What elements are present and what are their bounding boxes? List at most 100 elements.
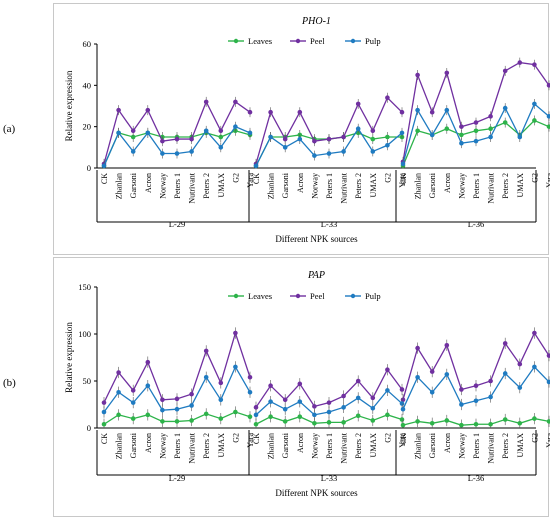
chart2-y-axis-label: Relative expression (64, 322, 74, 393)
chart1-data-point (254, 164, 259, 169)
chart1-data-point (385, 135, 390, 140)
chart1-data-point (268, 110, 273, 115)
chart2-data-point (268, 414, 273, 419)
chart2-data-point (474, 398, 479, 403)
chart2-x-tick-label: UMAX (369, 433, 378, 458)
chart2-legend-marker (351, 294, 355, 298)
chart1-x-tick-label: Garsoni (281, 172, 290, 198)
chart2-x-tick-label: Nutrivant (487, 432, 496, 463)
chart2-data-point (248, 414, 253, 419)
chart2-data-point (400, 417, 405, 422)
chart2-y-tick-label: 150 (78, 282, 91, 292)
chart1-x-tick-label: Acron (144, 173, 153, 193)
chart1-data-point (298, 110, 303, 115)
chart1-data-point (371, 129, 376, 134)
chart2-data-point (503, 371, 508, 376)
chart1-data-point (503, 69, 508, 74)
chart2-data-point (532, 416, 537, 421)
chart2-data-point (102, 422, 107, 427)
chart2-data-point (518, 362, 523, 367)
chart1-data-point (248, 131, 253, 136)
chart2-x-axis-label: Different NPK sources (275, 488, 358, 498)
chart1-data-point (146, 131, 151, 136)
chart1-data-point (283, 137, 288, 142)
chart1-data-point (445, 108, 450, 113)
chart1-data-point (415, 73, 420, 78)
chart1-legend-label: Leaves (248, 36, 272, 46)
chart1-data-point (459, 133, 464, 138)
chart1-x-tick-label: Peters 1 (325, 173, 334, 199)
chart2-data-point (327, 420, 332, 425)
chart1-data-point (204, 129, 209, 134)
chart1-x-tick-label: Peters 1 (472, 173, 481, 199)
chart1-x-tick-label: Garsoni (129, 172, 138, 198)
chart1-data-point (532, 62, 537, 67)
chart2-data-point (415, 346, 420, 351)
chart2-data-point (116, 370, 121, 375)
chart1-x-tick-label: Nutrivant (188, 172, 197, 203)
chart2-data-point (189, 392, 194, 397)
chart2-data-point (146, 360, 151, 365)
chart1-x-tick-label: CK (100, 173, 109, 184)
chart2-data-point (233, 331, 238, 336)
chart2-data-point (430, 421, 435, 426)
chart1-x-tick-label: Norway (457, 173, 466, 199)
chart2-data-point (474, 422, 479, 427)
chart2-title: PAP (307, 270, 325, 281)
chart2-x-tick-label: Norway (310, 433, 319, 459)
chart2-data-point (445, 343, 450, 348)
chart2-data-point (518, 385, 523, 390)
chart1-data-point (131, 129, 136, 134)
chart2-data-point (400, 387, 405, 392)
chart2-legend-marker (296, 294, 300, 298)
chart1-data-point (131, 149, 136, 154)
chart2-x-tick-label: Peters 2 (501, 433, 510, 459)
chart2-data-point (430, 369, 435, 374)
chart2-x-tick-label: Zhanlan (115, 433, 124, 459)
chart1-x-tick-label: Nutrivant (340, 172, 349, 203)
chart1-data-point (488, 114, 493, 119)
chart1-data-point (459, 141, 464, 146)
chart1-data-point (445, 71, 450, 76)
chart2-x-tick-label: Acron (296, 433, 305, 453)
chart1-data-point (401, 162, 406, 167)
chart2-data-point (102, 410, 107, 415)
chart2-data-point (401, 407, 406, 412)
chart1-data-point (341, 149, 346, 154)
chart2-data-point (298, 414, 303, 419)
chart1-x-axis-label: Different NPK sources (275, 234, 358, 244)
chart1-data-point (474, 120, 479, 125)
chart2-data-point (131, 388, 136, 393)
chart1-data-point (219, 145, 224, 150)
chart1-data-point (503, 106, 508, 111)
chart2-data-point (459, 387, 464, 392)
chart1-data-point (356, 102, 361, 107)
chart2-data-point (204, 412, 209, 417)
chart1-data-point (532, 102, 537, 107)
chart1-x-tick-label: G2 (383, 173, 392, 183)
chart2-x-tick-label: Peters 1 (325, 433, 334, 459)
chart2-y-tick-label: 50 (83, 376, 92, 386)
chart2-data-point (371, 396, 376, 401)
chart2-data-point (459, 402, 464, 407)
chart2-data-point (356, 396, 361, 401)
chart1-data-point (415, 108, 420, 113)
chart1-y-axis-label: Relative expression (64, 70, 74, 141)
chart2-x-tick-label: Acron (144, 433, 153, 453)
chart2-data-point (430, 390, 435, 395)
chart1-x-tick-label: Peters 2 (501, 173, 510, 199)
chart2-data-point (254, 422, 259, 427)
chart1-x-tick-label: UMAX (217, 173, 226, 198)
chart1-x-tick-label: Norway (310, 173, 319, 199)
chart2-data-point (268, 399, 273, 404)
chart2-data-point (233, 410, 238, 415)
chart2-data-point (503, 417, 508, 422)
chart2-data-point (312, 421, 317, 426)
chart1-data-point (400, 110, 405, 115)
chart2-data-point (341, 420, 346, 425)
chart2-x-tick-label: UMAX (217, 433, 226, 458)
chart1-data-point (248, 110, 253, 115)
chart2-data-point (254, 405, 259, 410)
chart2-x-tick-label: Peters 1 (472, 433, 481, 459)
chart1-data-point (503, 120, 508, 125)
